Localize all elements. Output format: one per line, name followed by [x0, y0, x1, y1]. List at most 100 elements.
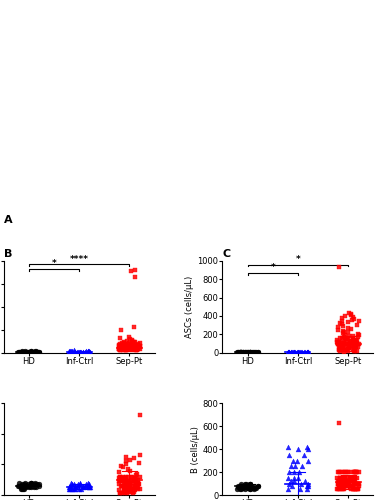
- Point: [290, 456, 296, 464]
- Point: [127, 466, 133, 474]
- Point: [118, 462, 124, 470]
- Point: [234, 348, 240, 356]
- Point: [132, 344, 138, 352]
- Point: [28, 347, 34, 355]
- Point: [121, 346, 127, 354]
- Point: [18, 348, 24, 356]
- Point: [352, 342, 358, 350]
- Point: [352, 486, 358, 494]
- Point: [240, 348, 246, 356]
- Point: [123, 477, 129, 485]
- Point: [28, 484, 34, 492]
- Point: [137, 339, 143, 347]
- Point: [348, 482, 354, 490]
- Point: [121, 486, 127, 494]
- Point: [352, 468, 358, 476]
- Point: [234, 348, 241, 356]
- Point: [123, 345, 129, 353]
- Point: [349, 477, 356, 485]
- Point: [341, 328, 347, 336]
- Point: [339, 468, 345, 476]
- Point: [71, 346, 77, 354]
- Point: [353, 342, 359, 350]
- Point: [122, 344, 128, 352]
- Point: [242, 480, 248, 488]
- Point: [21, 348, 27, 356]
- Point: [127, 482, 133, 490]
- Point: [341, 468, 347, 476]
- Point: [335, 468, 341, 476]
- Point: [339, 477, 345, 485]
- Point: [36, 482, 42, 490]
- Point: [117, 334, 123, 342]
- Point: [26, 348, 32, 356]
- Point: [343, 468, 349, 476]
- Point: [120, 482, 126, 490]
- Point: [86, 348, 92, 356]
- Point: [340, 482, 346, 490]
- Point: [85, 347, 91, 355]
- Point: [340, 326, 346, 334]
- Point: [72, 348, 78, 356]
- Point: [352, 474, 358, 482]
- Point: [348, 342, 354, 350]
- Point: [345, 335, 351, 343]
- Point: [336, 264, 342, 272]
- Point: [135, 476, 141, 484]
- Point: [243, 348, 249, 356]
- Point: [351, 480, 357, 488]
- Point: [133, 480, 139, 488]
- Point: [116, 477, 122, 485]
- Point: [342, 334, 348, 342]
- Point: [352, 337, 358, 345]
- Point: [238, 348, 244, 356]
- Point: [354, 321, 360, 329]
- Point: [123, 472, 129, 480]
- Point: [352, 347, 359, 355]
- Point: [345, 348, 351, 356]
- Point: [137, 342, 143, 350]
- Point: [335, 480, 341, 488]
- Point: [66, 485, 72, 493]
- Point: [66, 348, 72, 356]
- Point: [342, 480, 348, 488]
- Point: [339, 338, 345, 346]
- Point: [86, 348, 92, 356]
- Point: [287, 348, 293, 356]
- Point: [348, 482, 354, 490]
- Point: [346, 340, 352, 348]
- Point: [299, 348, 305, 356]
- Point: [119, 482, 125, 490]
- Point: [19, 348, 25, 356]
- Point: [16, 348, 22, 356]
- Point: [28, 479, 34, 487]
- Point: [292, 462, 298, 470]
- Point: [116, 341, 122, 349]
- Point: [120, 474, 126, 482]
- Point: [293, 348, 299, 356]
- Point: [72, 484, 78, 492]
- Point: [116, 490, 123, 498]
- Point: [356, 340, 362, 348]
- Point: [123, 346, 129, 354]
- Point: [345, 480, 351, 488]
- Point: [129, 336, 135, 344]
- Point: [251, 486, 257, 494]
- Point: [337, 474, 343, 482]
- Point: [336, 468, 342, 476]
- Point: [136, 344, 142, 351]
- Point: [129, 485, 135, 493]
- Point: [129, 479, 135, 487]
- Point: [356, 480, 362, 488]
- Point: [341, 338, 347, 346]
- Point: [352, 486, 359, 494]
- Point: [67, 347, 73, 355]
- Point: [235, 482, 241, 490]
- Point: [351, 343, 357, 351]
- Point: [337, 482, 343, 490]
- Point: [76, 348, 82, 356]
- Point: [304, 348, 310, 356]
- Point: [129, 472, 135, 480]
- Point: [340, 344, 346, 352]
- Point: [254, 482, 261, 490]
